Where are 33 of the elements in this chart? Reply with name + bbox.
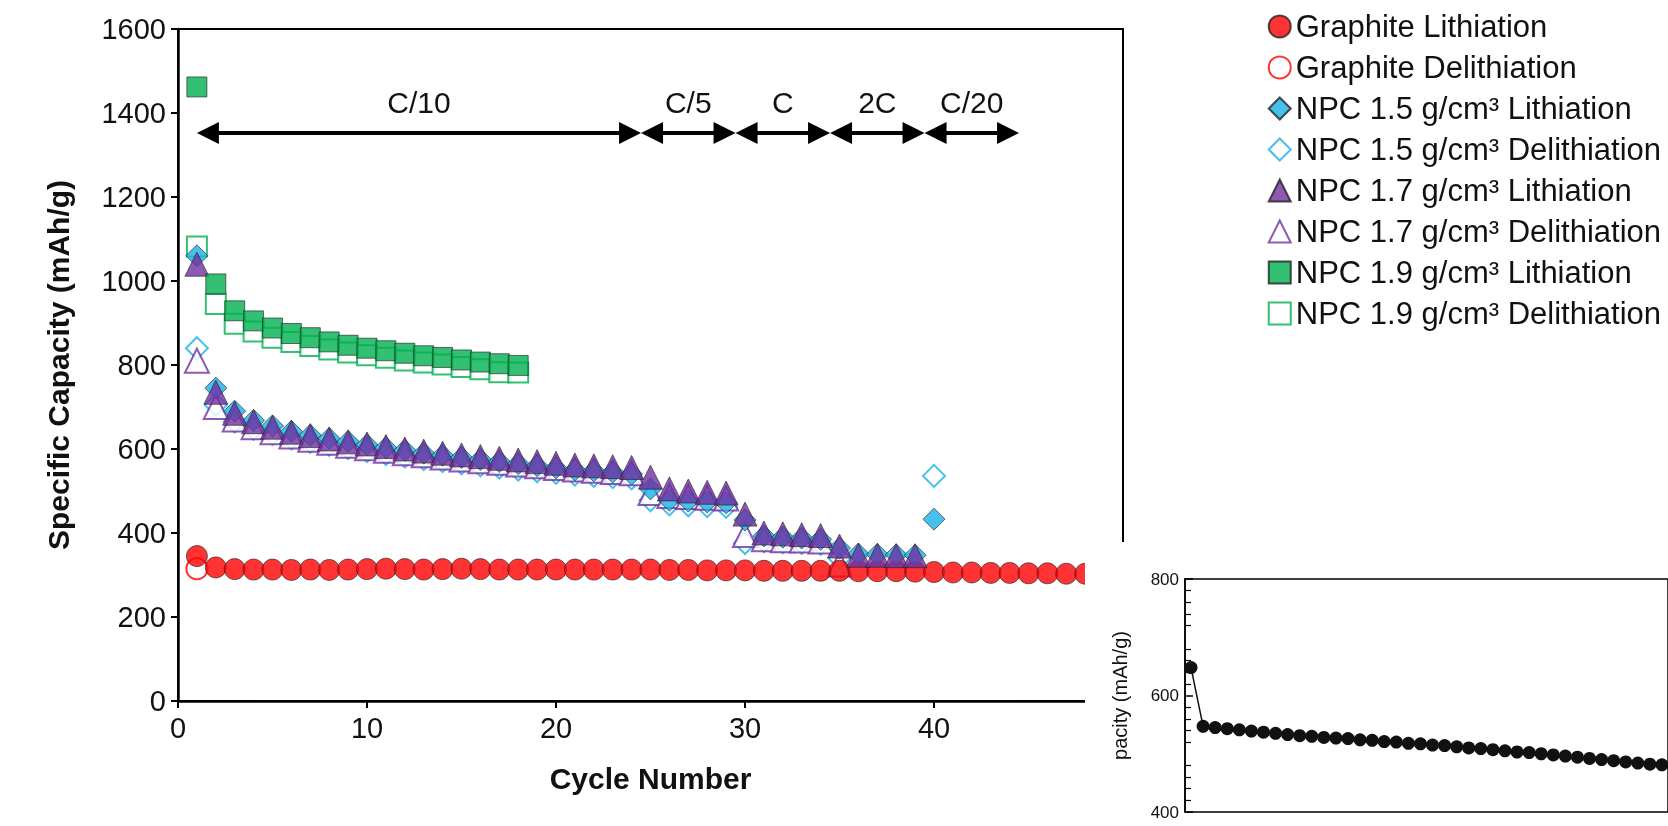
- y-axis-title: Specific Capacity (mAh/g): [41, 179, 75, 551]
- annotation: C: [771, 85, 794, 119]
- legend-label: NPC 1.9 g/cm³ Delithiation: [1295, 296, 1661, 331]
- y-tick-label: 0: [149, 685, 166, 717]
- y-tick-label: 1400: [101, 97, 166, 129]
- legend-label: NPC 1.5 g/cm³ Lithiation: [1295, 91, 1632, 126]
- x-tick-label: 40: [917, 711, 951, 744]
- y-axis-title: pacity (mAh/g): [1109, 631, 1131, 760]
- annotation: 2C: [858, 85, 897, 119]
- y-tick-label: 1600: [101, 13, 166, 45]
- x-tick-label: 10: [350, 711, 384, 744]
- y-tick-label: 800: [117, 349, 166, 381]
- y-tick-label: 400: [117, 517, 166, 549]
- y-tick-label: 400: [1150, 802, 1179, 822]
- y-tick-label: 800: [1150, 569, 1179, 589]
- legend-label: NPC 1.7 g/cm³ Delithiation: [1295, 214, 1661, 249]
- legend-label: NPC 1.9 g/cm³ Lithiation: [1295, 255, 1632, 290]
- y-tick-label: 600: [1150, 686, 1179, 705]
- x-axis-title: Cycle Number: [549, 761, 752, 795]
- legend-label: NPC 1.7 g/cm³ Lithiation: [1295, 173, 1632, 208]
- annotation: C/5: [664, 85, 712, 119]
- y-tick-label: 600: [117, 433, 166, 465]
- x-tick-label: 30: [728, 711, 762, 744]
- annotation: C/10: [387, 85, 451, 119]
- y-tick-label: 1000: [101, 265, 166, 297]
- legend-label: NPC 1.5 g/cm³ Delithiation: [1295, 132, 1661, 167]
- legend-label: Graphite Lithiation: [1295, 9, 1548, 44]
- x-tick-label: 0: [169, 711, 187, 744]
- legend-label: Graphite Delithiation: [1295, 50, 1577, 85]
- x-tick-label: 20: [539, 711, 573, 744]
- y-tick-label: 1200: [101, 181, 166, 213]
- y-tick-label: 200: [117, 601, 166, 633]
- annotation: C/20: [940, 85, 1004, 119]
